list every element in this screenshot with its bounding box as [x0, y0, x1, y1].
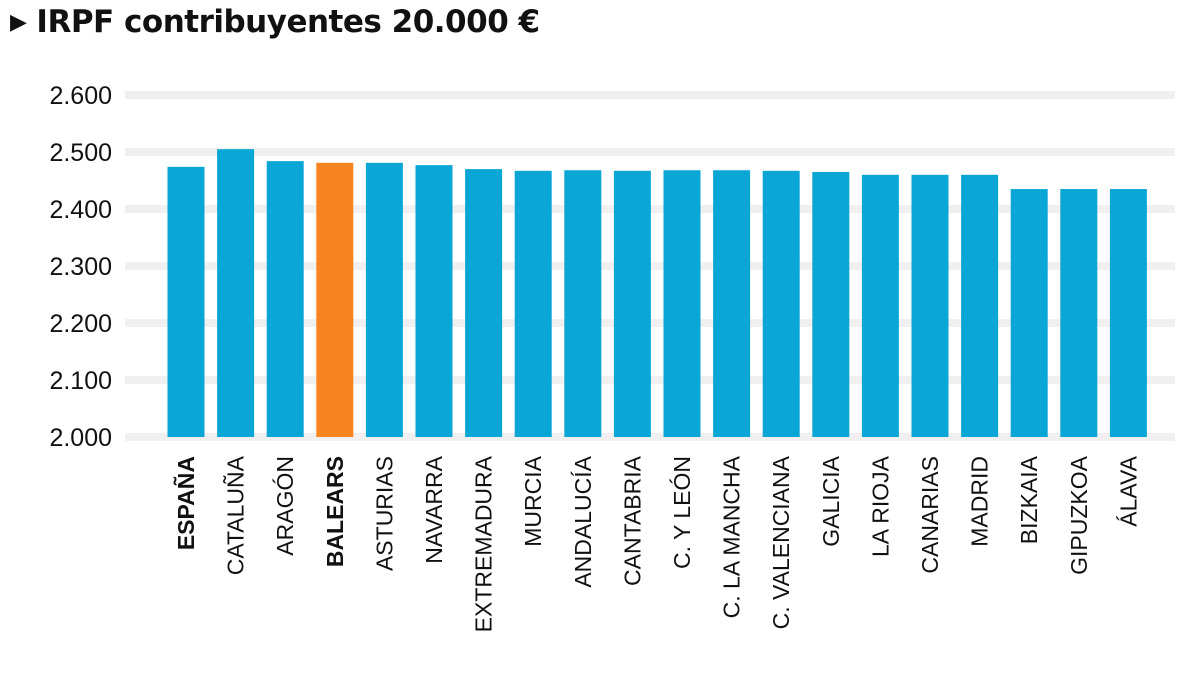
- x-tick-label: C. LA MANCHA: [719, 455, 745, 618]
- bar: [217, 149, 255, 437]
- bar: [365, 162, 403, 437]
- x-tick-label: CANARIAS: [917, 456, 943, 574]
- x-tick-label: BALEARS: [322, 456, 348, 567]
- x-tick-label: ASTURIAS: [371, 456, 397, 571]
- x-tick-label: BIZKAIA: [1016, 455, 1042, 544]
- bar: [167, 166, 205, 437]
- x-tick-label: ÁLAVA: [1115, 455, 1141, 526]
- x-tick-label: NAVARRA: [421, 455, 447, 563]
- y-tick-label: 2.000: [49, 424, 112, 452]
- x-tick-label: CANTABRIA: [619, 455, 645, 586]
- x-tick-label: GALICIA: [818, 455, 844, 546]
- x-tick-label: ESPAÑA: [172, 456, 199, 550]
- bar: [713, 170, 751, 438]
- y-tick-label: 2.100: [49, 367, 112, 395]
- x-tick-label: GIPUZKOA: [1066, 455, 1092, 575]
- x-tick-label: C. Y LEÓN: [669, 456, 695, 569]
- y-tick-label: 2.200: [49, 310, 112, 338]
- bar: [1010, 189, 1048, 437]
- y-tick-label: 2.500: [49, 139, 112, 167]
- x-tick-label: MADRID: [967, 456, 993, 547]
- x-tick-label: EXTREMADURA: [471, 455, 497, 632]
- x-tick-label: C. VALENCIANA: [768, 455, 794, 629]
- bar: [861, 174, 899, 438]
- bar: [1109, 189, 1147, 437]
- bar: [415, 165, 453, 438]
- bar: [911, 174, 949, 438]
- y-tick-label: 2.600: [49, 82, 112, 110]
- y-tick-label: 2.300: [49, 253, 112, 281]
- gridline: [125, 148, 1175, 156]
- bar: [663, 170, 701, 438]
- bar: [465, 169, 503, 437]
- bar: [812, 171, 850, 437]
- x-tick-label: MURCIA: [520, 455, 546, 546]
- x-tick-label: ANDALUCÍA: [570, 455, 596, 587]
- x-tick-label: ARAGÓN: [272, 456, 298, 556]
- y-tick-label: 2.400: [49, 196, 112, 224]
- play-triangle-icon: ▶: [10, 10, 27, 35]
- chart-title-text: IRPF contribuyentes 20.000 €: [36, 4, 540, 40]
- bar: [762, 170, 800, 437]
- x-tick-label: CATALUÑA: [223, 455, 249, 575]
- bar: [613, 170, 651, 437]
- chart-title: ▶ IRPF contribuyentes 20.000 €: [10, 4, 540, 40]
- bar: [961, 174, 999, 438]
- bar: [1060, 189, 1098, 437]
- bar: [266, 161, 304, 437]
- bar: [514, 170, 552, 437]
- bar: [316, 162, 354, 437]
- x-tick-label: LA RIOJA: [867, 455, 893, 557]
- gridline: [125, 91, 1175, 99]
- bar: [564, 170, 602, 438]
